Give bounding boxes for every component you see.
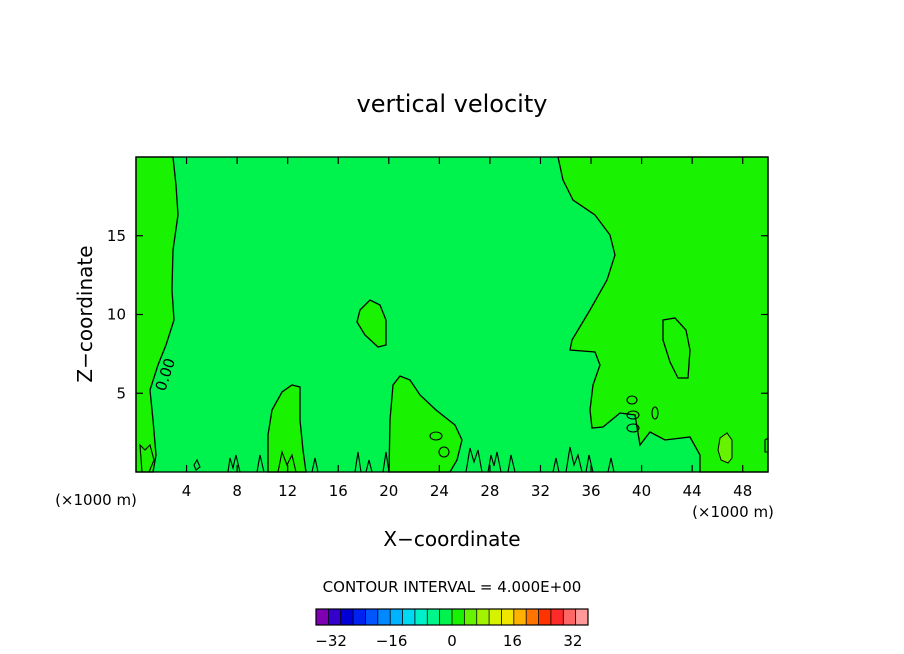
contour-region-strong-47 (717, 432, 733, 464)
contour-loop (626, 395, 638, 405)
contour-region-blob-21 (388, 375, 463, 473)
colorbar-swatch (340, 609, 354, 625)
contour-region-right (557, 156, 769, 473)
contour-squiggle (552, 457, 560, 473)
contour-loop (438, 446, 450, 458)
colorbar-swatch (316, 609, 329, 625)
x-tick-label: 48 (733, 482, 752, 500)
contour-loop (651, 406, 659, 420)
colorbar-tick-label: 32 (563, 632, 582, 650)
colorbar: −32 −16 0 16 32 (315, 608, 589, 650)
colorbar-swatch (328, 609, 342, 625)
colorbar-swatch (550, 609, 564, 625)
x-tick-label: 40 (632, 482, 651, 500)
contour-squiggle (382, 451, 390, 473)
colorbar-swatch (377, 609, 391, 625)
colorbar-tick-label: 0 (447, 632, 457, 650)
colorbar-swatch (390, 609, 403, 625)
contour-region-blob-12 (267, 384, 307, 473)
contour-squiggle (507, 454, 516, 473)
colorbar-swatch (476, 609, 490, 625)
x-tick-label: 24 (430, 482, 449, 500)
plot-area: 0.00 (135, 156, 769, 473)
small-contours (139, 395, 769, 473)
colorbar-swatch (402, 609, 416, 625)
contour-squiggle (465, 447, 483, 473)
colorbar-swatch (575, 609, 589, 625)
contour-squiggle (256, 454, 265, 473)
x-tick-label: 16 (329, 482, 348, 500)
colorbar-swatch (489, 609, 502, 625)
x-tick-label: 44 (683, 482, 702, 500)
contour-squiggle (565, 446, 583, 473)
contour-squiggle (193, 458, 201, 471)
colorbar-swatch (526, 609, 539, 625)
colorbar-swatch (427, 609, 440, 625)
contour-region-blob-18 (356, 299, 387, 348)
colorbar-swatch (538, 609, 552, 625)
contour-squiggle (311, 457, 319, 473)
colorbar-swatch (563, 609, 576, 625)
colorbar-frame (315, 608, 589, 626)
x-tick-label: 32 (531, 482, 550, 500)
colorbar-swatch (501, 609, 515, 625)
chart-title: vertical velocity (357, 90, 548, 118)
x-tick-label: 12 (278, 482, 297, 500)
contour-region-left (135, 156, 179, 473)
y-tick-label: 5 (116, 384, 126, 402)
colorbar-tick-label: −16 (376, 632, 408, 650)
contour-squiggle (487, 451, 502, 473)
x-tick-label: 8 (232, 482, 242, 500)
contour-squiggle (354, 451, 362, 473)
contour-squiggle (227, 454, 241, 473)
y-tick-label: 10 (107, 306, 126, 324)
y-axis-label: Z−coordinate (73, 245, 97, 382)
contour-loop (626, 423, 640, 433)
colorbar-tick-label: 16 (503, 632, 522, 650)
colorbar-tick-label: −32 (315, 632, 347, 650)
x-tick-label: 20 (379, 482, 398, 500)
x-unit-right: (×1000 m) (692, 503, 774, 521)
x-tick-label: 28 (480, 482, 499, 500)
x-axis: 4 8 12 16 20 24 28 32 36 40 44 48 (182, 157, 752, 500)
colorbar-swatch (414, 609, 428, 625)
y-tick-label: 15 (107, 227, 126, 245)
x-tick-label: 36 (581, 482, 600, 500)
y-axis: 5 10 15 (107, 227, 768, 402)
contour-loop (429, 431, 443, 441)
contour-squiggle (277, 450, 297, 473)
x-tick-label: 4 (182, 482, 192, 500)
colorbar-swatch (513, 609, 527, 625)
x-unit-left: (×1000 m) (55, 491, 137, 509)
contour-squiggle (607, 457, 615, 473)
contour-interval: CONTOUR INTERVAL = 4.000E+00 (323, 578, 582, 596)
colorbar-swatch (365, 609, 379, 625)
contour-squiggle (365, 459, 373, 473)
x-axis-label: X−coordinate (383, 527, 520, 551)
contour-squiggle (585, 454, 594, 473)
colorbar-swatch (464, 609, 478, 625)
colorbar-swatch (353, 609, 366, 625)
contour-loop (626, 410, 640, 420)
colorbar-swatch (439, 609, 453, 625)
contour-squiggle (139, 443, 155, 473)
colorbar-swatch (452, 609, 465, 625)
contour-region-blob-43 (662, 317, 691, 379)
